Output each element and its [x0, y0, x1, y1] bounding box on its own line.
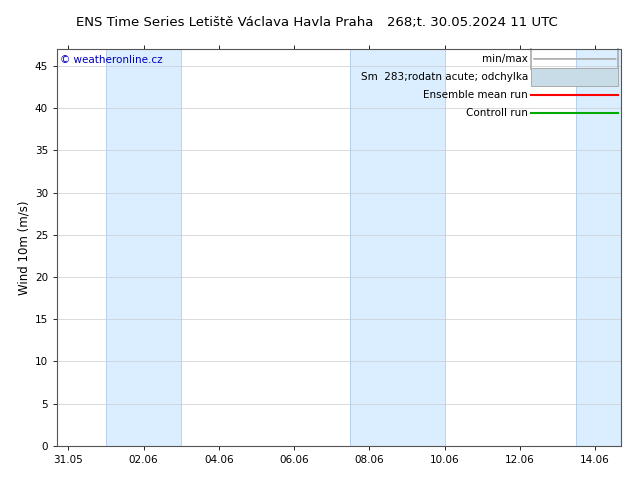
Bar [351, 49, 444, 446]
Text: ENS Time Series Letiště Václava Havla Praha: ENS Time Series Letiště Václava Havla Pr… [76, 16, 373, 28]
Bar [531, 68, 619, 86]
Y-axis label: Wind 10m (m/s): Wind 10m (m/s) [18, 200, 30, 294]
Text: min/max: min/max [482, 54, 528, 64]
Text: Controll run: Controll run [467, 107, 528, 118]
Text: Ensemble mean run: Ensemble mean run [424, 90, 528, 99]
Bar [106, 49, 181, 446]
Text: © weatheronline.cz: © weatheronline.cz [60, 55, 162, 65]
Bar [576, 49, 621, 446]
Text: Sm  283;rodatn acute; odchylka: Sm 283;rodatn acute; odchylka [361, 72, 528, 82]
Text: 268;t. 30.05.2024 11 UTC: 268;t. 30.05.2024 11 UTC [387, 16, 558, 28]
